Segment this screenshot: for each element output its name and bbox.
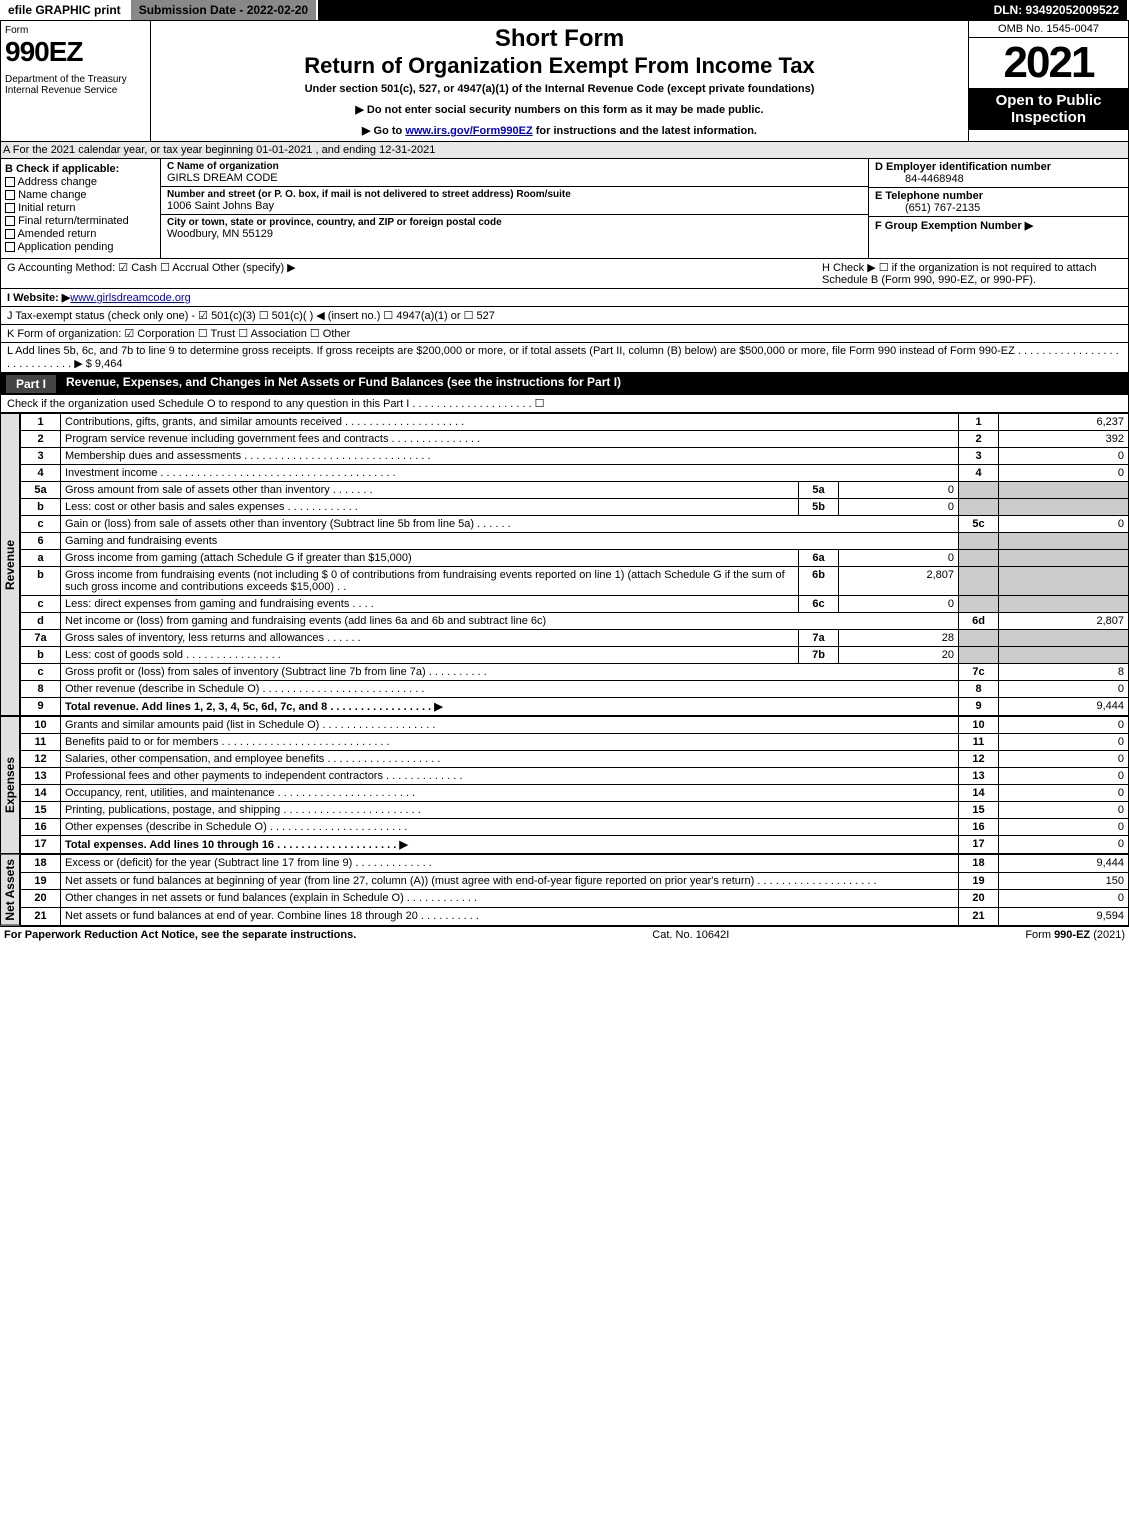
table-row: 5aGross amount from sale of assets other…	[21, 482, 1129, 499]
accounting-method: G Accounting Method: ☑ Cash ☐ Accrual Ot…	[7, 261, 822, 286]
check-initial[interactable]: Initial return	[5, 202, 156, 214]
header-left: Form 990EZ Department of the Treasury In…	[1, 21, 151, 141]
table-row: bLess: cost or other basis and sales exp…	[21, 499, 1129, 516]
table-row: 14Occupancy, rent, utilities, and mainte…	[21, 785, 1129, 802]
table-row: 17Total expenses. Add lines 10 through 1…	[21, 836, 1129, 854]
part-i-title: Revenue, Expenses, and Changes in Net As…	[66, 375, 621, 393]
table-row: 8Other revenue (describe in Schedule O) …	[21, 681, 1129, 698]
note2: ▶ Go to www.irs.gov/Form990EZ for instru…	[155, 124, 964, 137]
table-row: 4Investment income . . . . . . . . . . .…	[21, 465, 1129, 482]
table-row: 11Benefits paid to or for members . . . …	[21, 734, 1129, 751]
form-label: Form	[5, 25, 146, 36]
org-name: GIRLS DREAM CODE	[167, 172, 862, 184]
street-label: Number and street (or P. O. box, if mail…	[167, 189, 862, 200]
revenue-table: 1Contributions, gifts, grants, and simil…	[20, 413, 1129, 716]
check-final[interactable]: Final return/terminated	[5, 215, 156, 227]
row-j: J Tax-exempt status (check only one) - ☑…	[0, 307, 1129, 325]
revenue-tab: Revenue	[0, 413, 20, 716]
footer-left: For Paperwork Reduction Act Notice, see …	[4, 929, 356, 941]
return-title: Return of Organization Exempt From Incom…	[155, 53, 964, 79]
table-row: 7aGross sales of inventory, less returns…	[21, 630, 1129, 647]
table-row: cLess: direct expenses from gaming and f…	[21, 596, 1129, 613]
check-address[interactable]: Address change	[5, 176, 156, 188]
table-row: 16Other expenses (describe in Schedule O…	[21, 819, 1129, 836]
col-d: D Employer identification number 84-4468…	[868, 159, 1128, 258]
irs-link[interactable]: www.irs.gov/Form990EZ	[405, 125, 532, 137]
header-mid: Short Form Return of Organization Exempt…	[151, 21, 968, 141]
table-row: 3Membership dues and assessments . . . .…	[21, 448, 1129, 465]
form-header: Form 990EZ Department of the Treasury In…	[0, 20, 1129, 142]
netassets-section: Net Assets 18Excess or (deficit) for the…	[0, 854, 1129, 926]
row-a: A For the 2021 calendar year, or tax yea…	[0, 142, 1129, 159]
tax-year: 2021	[969, 38, 1128, 88]
table-row: 6Gaming and fundraising events	[21, 533, 1129, 550]
table-row: 2Program service revenue including gover…	[21, 431, 1129, 448]
expenses-table: 10Grants and similar amounts paid (list …	[20, 716, 1129, 854]
table-row: cGross profit or (loss) from sales of in…	[21, 664, 1129, 681]
top-bar: efile GRAPHIC print Submission Date - 20…	[0, 0, 1129, 20]
table-row: 19Net assets or fund balances at beginni…	[21, 872, 1129, 890]
table-row: dNet income or (loss) from gaming and fu…	[21, 613, 1129, 630]
table-row: cGain or (loss) from sale of assets othe…	[21, 516, 1129, 533]
netassets-tab: Net Assets	[0, 854, 20, 926]
table-row: aGross income from gaming (attach Schedu…	[21, 550, 1129, 567]
check-name[interactable]: Name change	[5, 189, 156, 201]
col-b-title: B Check if applicable:	[5, 163, 156, 175]
footer-right: Form 990-EZ (2021)	[1025, 929, 1125, 941]
city-label: City or town, state or province, country…	[167, 217, 862, 228]
note1: ▶ Do not enter social security numbers o…	[155, 103, 964, 116]
table-row: 1Contributions, gifts, grants, and simil…	[21, 414, 1129, 431]
short-form-title: Short Form	[155, 25, 964, 53]
website-link[interactable]: www.girlsdreamcode.org	[70, 292, 190, 304]
footer-mid: Cat. No. 10642I	[652, 929, 729, 941]
dln: DLN: 93492052009522	[986, 0, 1129, 20]
netassets-table: 18Excess or (deficit) for the year (Subt…	[20, 854, 1129, 926]
table-row: 15Printing, publications, postage, and s…	[21, 802, 1129, 819]
ein: 84-4468948	[875, 173, 1122, 185]
city: Woodbury, MN 55129	[167, 228, 862, 240]
table-row: bLess: cost of goods sold . . . . . . . …	[21, 647, 1129, 664]
tel-label: E Telephone number	[875, 190, 1122, 202]
dept-label: Department of the Treasury Internal Reve…	[5, 74, 146, 96]
check-amended[interactable]: Amended return	[5, 228, 156, 240]
table-row: 13Professional fees and other payments t…	[21, 768, 1129, 785]
street: 1006 Saint Johns Bay	[167, 200, 862, 212]
form-code: 990EZ	[5, 36, 146, 68]
table-row: 12Salaries, other compensation, and empl…	[21, 751, 1129, 768]
revenue-section: Revenue 1Contributions, gifts, grants, a…	[0, 413, 1129, 716]
tel: (651) 767-2135	[875, 202, 1122, 214]
expenses-tab: Expenses	[0, 716, 20, 854]
part-i-sub: Check if the organization used Schedule …	[0, 395, 1129, 413]
omb-number: OMB No. 1545-0047	[969, 21, 1128, 38]
col-c: C Name of organization GIRLS DREAM CODE …	[161, 159, 868, 258]
row-l: L Add lines 5b, 6c, and 7b to line 9 to …	[0, 343, 1129, 373]
open-public: Open to Public Inspection	[969, 88, 1128, 130]
table-row: 10Grants and similar amounts paid (list …	[21, 717, 1129, 734]
efile-label: efile GRAPHIC print	[0, 0, 131, 20]
org-name-label: C Name of organization	[167, 161, 862, 172]
col-b: B Check if applicable: Address change Na…	[1, 159, 161, 258]
ein-label: D Employer identification number	[875, 161, 1122, 173]
check-pending[interactable]: Application pending	[5, 241, 156, 253]
table-row: 21Net assets or fund balances at end of …	[21, 907, 1129, 925]
footer: For Paperwork Reduction Act Notice, see …	[0, 926, 1129, 943]
table-row: 18Excess or (deficit) for the year (Subt…	[21, 855, 1129, 873]
submission-date: Submission Date - 2022-02-20	[131, 0, 318, 20]
table-row: 9Total revenue. Add lines 1, 2, 3, 4, 5c…	[21, 698, 1129, 716]
header-right: OMB No. 1545-0047 2021 Open to Public In…	[968, 21, 1128, 141]
table-row: 20Other changes in net assets or fund ba…	[21, 890, 1129, 908]
schedule-b-check: H Check ▶ ☐ if the organization is not r…	[822, 261, 1122, 286]
row-g: G Accounting Method: ☑ Cash ☐ Accrual Ot…	[0, 259, 1129, 289]
section-bc: B Check if applicable: Address change Na…	[0, 159, 1129, 259]
under-section: Under section 501(c), 527, or 4947(a)(1)…	[155, 83, 964, 95]
part-i-num: Part I	[6, 375, 56, 393]
row-k: K Form of organization: ☑ Corporation ☐ …	[0, 325, 1129, 343]
grp-label: F Group Exemption Number ▶	[875, 219, 1122, 232]
expenses-section: Expenses 10Grants and similar amounts pa…	[0, 716, 1129, 854]
row-i: I Website: ▶www.girlsdreamcode.org	[0, 289, 1129, 307]
part-i-header: Part I Revenue, Expenses, and Changes in…	[0, 373, 1129, 395]
table-row: bGross income from fundraising events (n…	[21, 567, 1129, 596]
